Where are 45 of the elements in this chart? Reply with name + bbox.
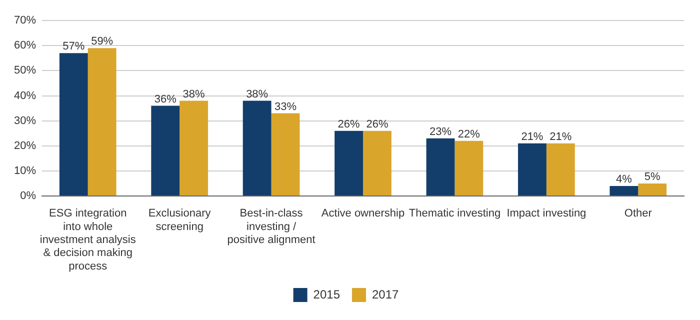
legend-label: 2015	[313, 287, 340, 302]
y-tick-label: 40%	[14, 90, 36, 102]
data-label: 5%	[644, 171, 661, 184]
bar	[610, 186, 638, 196]
bar	[334, 130, 364, 196]
data-label: 59%	[91, 36, 114, 48]
data-label: 36%	[154, 93, 177, 106]
y-tick-label: 0%	[20, 190, 36, 202]
data-label: 21%	[521, 130, 544, 143]
x-tick-label: Thematic investing	[408, 208, 501, 220]
bar	[151, 106, 180, 196]
bar	[454, 140, 484, 196]
data-label: 23%	[429, 126, 452, 138]
data-label: 38%	[182, 88, 206, 100]
x-tick-label: Exclusionary screening	[148, 208, 212, 233]
bar	[638, 183, 667, 196]
data-label: 22%	[458, 128, 480, 140]
y-tick-label: 30%	[14, 114, 36, 127]
y-tick-label: 10%	[14, 164, 36, 177]
x-tick-label: Active ownership	[321, 208, 405, 220]
bar	[88, 48, 116, 196]
bar	[546, 143, 575, 196]
data-label: 26%	[338, 118, 360, 130]
x-tick-label: Impact investing	[506, 208, 586, 220]
bar	[426, 138, 455, 196]
data-label: 21%	[550, 130, 572, 143]
bar	[242, 100, 272, 196]
y-tick-label: 50%	[14, 64, 36, 77]
bar	[59, 53, 88, 196]
data-label: 26%	[366, 118, 388, 130]
bar	[363, 130, 392, 196]
y-tick-label: 60%	[14, 40, 36, 52]
data-label: 57%	[62, 40, 85, 53]
bar	[180, 100, 208, 196]
data-label: 33%	[274, 100, 297, 113]
x-tick-label: Best-in-class investing / positive alignment	[227, 208, 316, 246]
data-label: 4%	[616, 174, 632, 186]
x-tick-label: ESG integration into whole investment analysis & decision making process	[40, 208, 136, 272]
bar	[518, 143, 546, 196]
legend-label: 2017	[372, 287, 400, 302]
y-tick-label: 20%	[14, 140, 36, 152]
data-label: 38%	[246, 88, 268, 100]
x-tick-label: Other	[624, 208, 652, 220]
y-tick-label: 70%	[14, 14, 36, 27]
bar	[271, 113, 300, 196]
